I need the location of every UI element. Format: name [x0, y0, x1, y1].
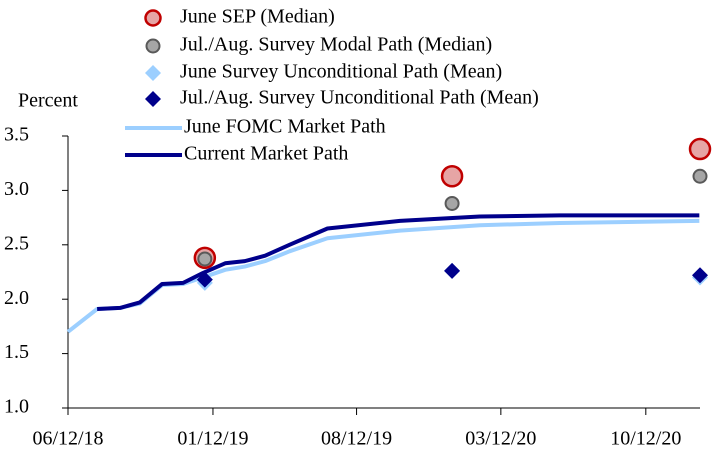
y-tick-label: 1.0: [4, 396, 29, 418]
y-tick-label: 2.0: [4, 287, 29, 309]
line-series: [97, 213, 700, 311]
line-series: [66, 218, 700, 334]
scatter-point: [197, 251, 213, 267]
y-tick-label: 3.5: [4, 124, 29, 146]
scatter-point: [692, 168, 708, 184]
legend-label: Jul./Aug. Survey Modal Path (Median): [180, 34, 492, 56]
x-tick-label: 01/12/19: [177, 428, 248, 450]
legend-label: June SEP (Median): [180, 6, 335, 28]
legend-label: June Survey Unconditional Path (Mean): [180, 61, 502, 83]
legend-swatch: [145, 38, 161, 54]
legend-swatch: [145, 91, 161, 107]
x-tick-label: 06/12/18: [32, 428, 103, 450]
scatter-point: [444, 262, 461, 279]
x-tick-label: 03/12/20: [465, 428, 536, 450]
legend-swatch: [145, 65, 161, 81]
y-tick-label: 1.5: [4, 341, 29, 363]
y-tick-label: 2.5: [4, 232, 29, 254]
legend-label: June FOMC Market Path: [184, 116, 386, 138]
scatter-point: [688, 137, 712, 161]
scatter-point: [692, 267, 708, 284]
scatter-point: [196, 271, 213, 288]
legend-swatch: [144, 9, 162, 27]
y-tick-label: 3.0: [4, 178, 29, 200]
legend-label: Jul./Aug. Survey Unconditional Path (Mea…: [180, 87, 539, 109]
legend-label: Current Market Path: [184, 143, 348, 165]
scatter-point: [440, 165, 464, 188]
scatter-point: [444, 195, 460, 211]
x-tick-label: 10/12/20: [610, 428, 681, 450]
x-tick-label: 08/12/19: [321, 428, 392, 450]
y-axis-label: Percent: [18, 90, 78, 112]
